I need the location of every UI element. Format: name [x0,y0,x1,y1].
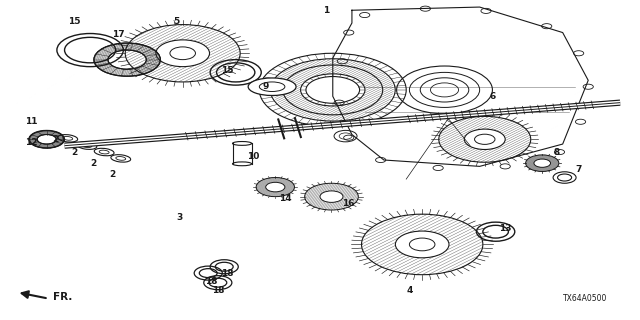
Text: 2: 2 [109,170,116,179]
Text: 11: 11 [25,117,38,126]
Text: FR.: FR. [53,292,72,302]
Text: 2: 2 [52,135,58,144]
Text: 2: 2 [90,159,97,168]
Text: 2: 2 [71,148,77,156]
Text: 7: 7 [575,165,582,174]
Text: 9: 9 [262,82,269,91]
Text: 15: 15 [68,17,81,26]
Text: 6: 6 [490,92,495,101]
Text: 5: 5 [173,17,179,26]
Text: 1: 1 [323,6,330,15]
Ellipse shape [248,78,296,95]
Text: 8: 8 [553,148,559,156]
Text: 18: 18 [212,286,224,295]
Text: 18: 18 [221,268,234,278]
Text: 17: 17 [113,30,125,39]
Text: 15: 15 [221,66,234,75]
Text: 4: 4 [406,286,413,295]
Text: 16: 16 [342,198,355,207]
Ellipse shape [232,162,252,166]
Text: 3: 3 [177,213,182,222]
Text: 13: 13 [499,224,511,233]
Text: 18: 18 [205,276,218,285]
Text: 14: 14 [278,194,291,203]
Text: TX64A0500: TX64A0500 [563,294,607,303]
Ellipse shape [232,141,252,145]
Text: 12: 12 [25,138,38,147]
Text: 10: 10 [247,152,259,161]
